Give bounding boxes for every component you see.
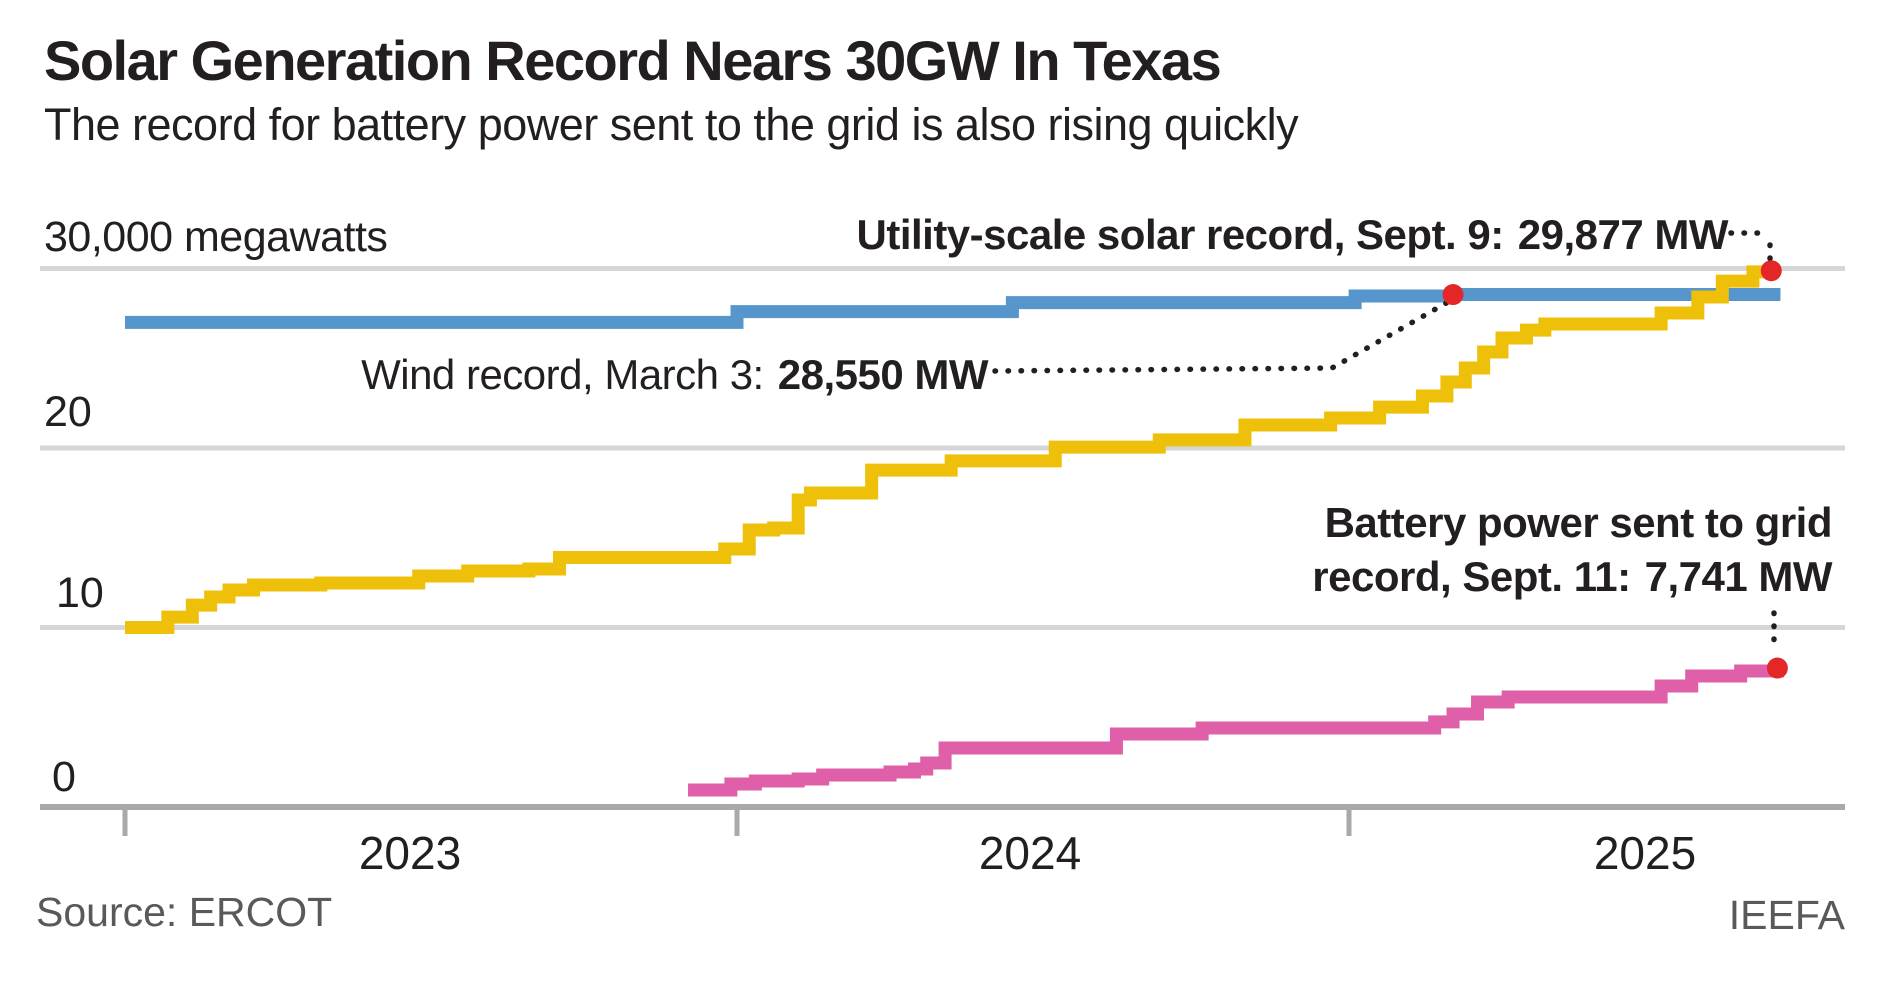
page-title: Solar Generation Record Nears 30GW In Te… [44,29,1222,92]
publisher-logo-text: IEEFA [1728,892,1845,938]
record-dot-wind [1442,284,1464,306]
battery-record-date: record, Sept. 11: [1312,553,1631,600]
y-tick-20: 20 [44,388,92,436]
x-tick-2024: 2024 [978,827,1082,879]
record-dot-battery [1766,657,1788,679]
source-credit: Source: ERCOT [36,889,333,935]
solar-record-label: Utility-scale solar record, Sept. 9: [856,211,1505,258]
battery-record-label-line1: Battery power sent to grid [1324,499,1833,546]
dotted-leader-lines [992,230,1777,654]
wind-record-value: 28,550 MW [777,351,989,398]
wind-record-annotation: Wind record, March 3: 28,550 MW [361,351,988,399]
x-tick-2023: 2023 [358,827,462,879]
gridlines [40,266,1845,836]
y-tick-0: 0 [52,753,76,801]
battery-record-value: 7,741 MW [1644,553,1833,600]
series-battery [688,661,1784,797]
page-subtitle: The record for battery power sent to the… [44,99,1299,150]
series-solar [125,264,1778,634]
battery-record-label-line2: record, Sept. 11: 7,741 MW [1312,550,1832,604]
battery-record-annotation: Battery power sent to grid record, Sept.… [1312,496,1832,604]
y-tick-10: 10 [56,569,104,617]
solar-record-value: 29,877 MW [1517,211,1729,258]
wind-leader-dots [992,299,1451,374]
series-wind [125,288,1781,329]
solar-leader-dots [1728,230,1773,263]
record-dot-solar [1760,260,1782,282]
record-markers [1442,260,1788,679]
wind-record-label: Wind record, March 3: [361,351,764,398]
y-axis-unit-label: 30,000 megawatts [44,213,388,261]
solar-record-annotation: Utility-scale solar record, Sept. 9: 29,8… [857,211,1729,259]
x-tick-2025: 2025 [1593,827,1697,879]
